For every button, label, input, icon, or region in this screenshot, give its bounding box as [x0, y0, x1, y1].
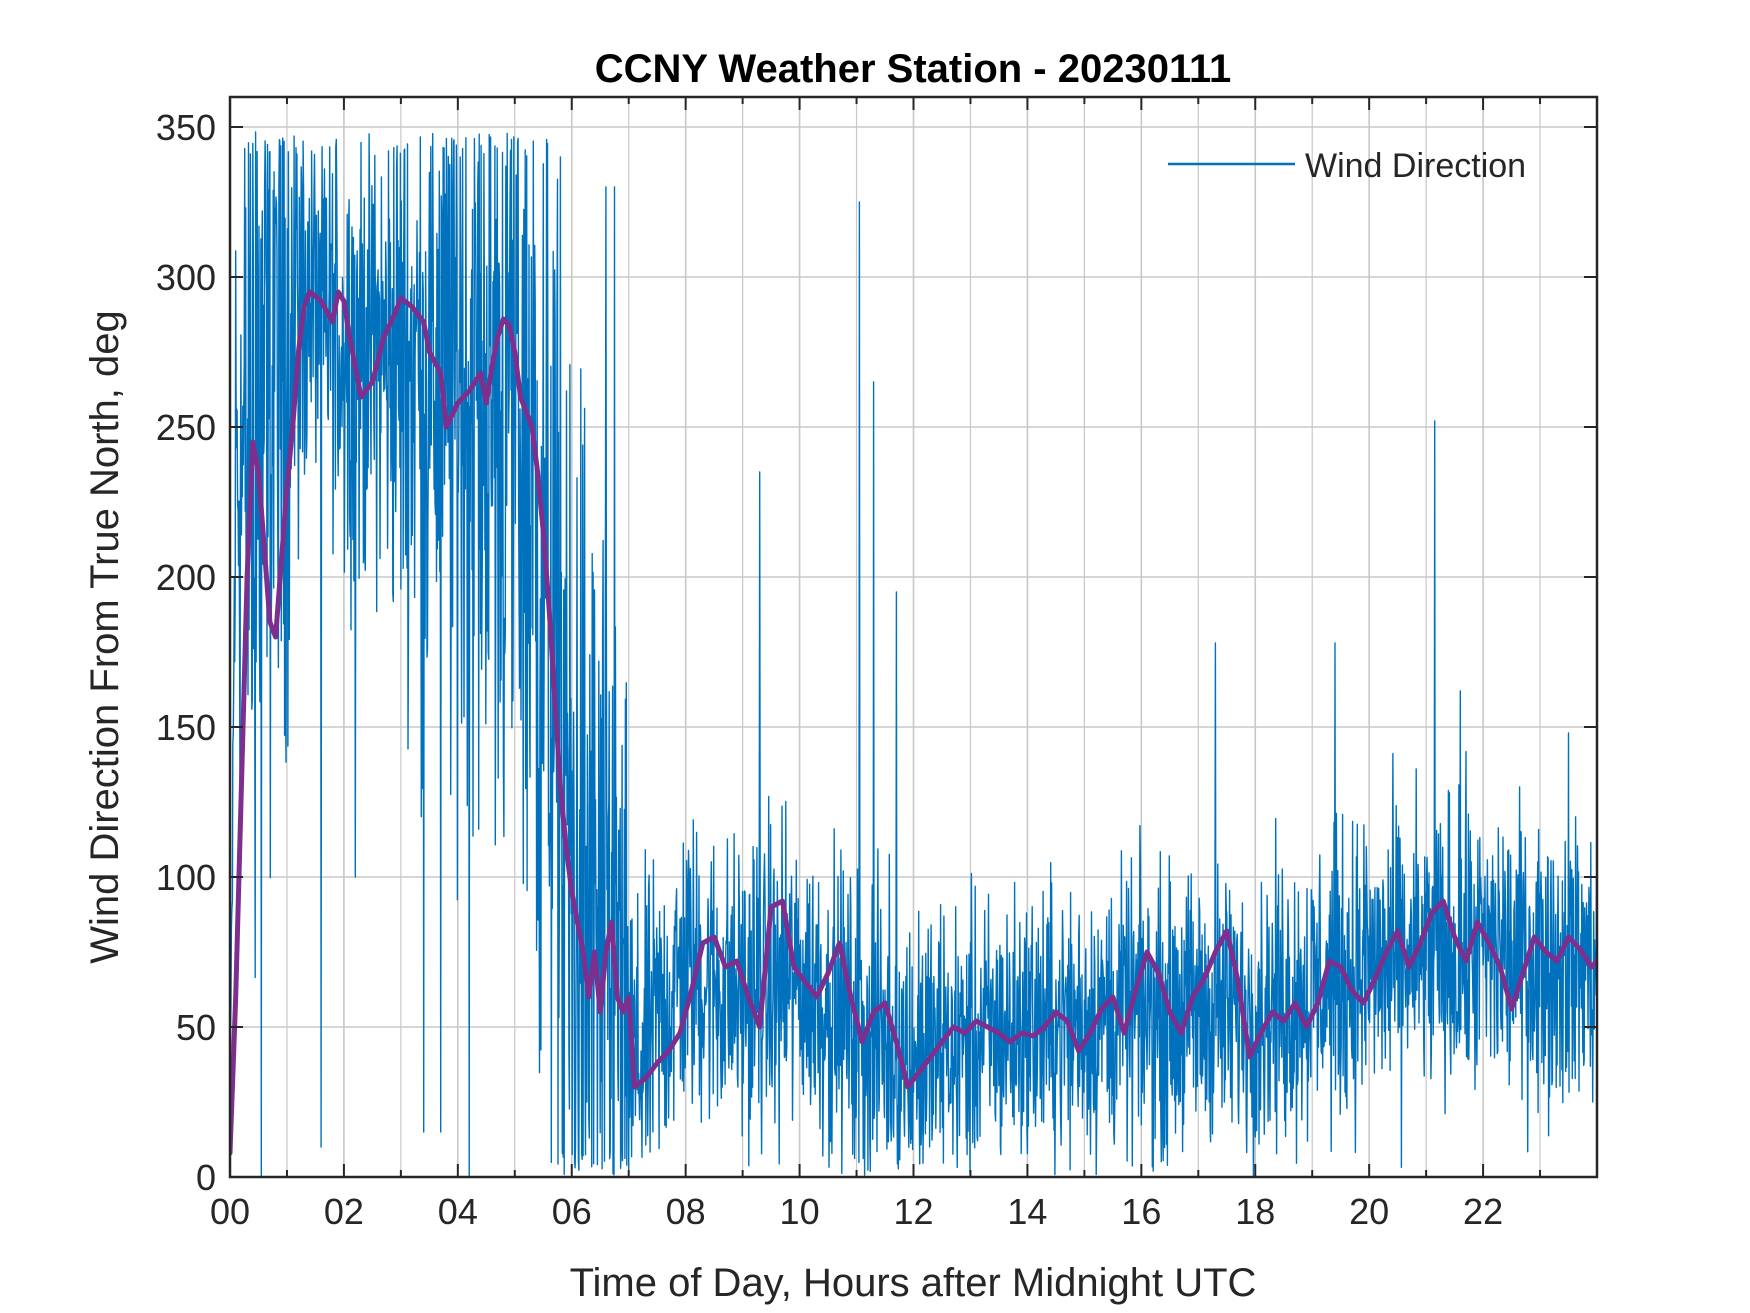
- y-tick-label: 300: [156, 257, 216, 298]
- x-tick-labels: 00 02 04 06 08 10 12 14 16 18 20 22: [210, 1191, 1503, 1232]
- x-tick-label: 06: [552, 1191, 592, 1232]
- series-wind-direction: [230, 131, 1597, 1177]
- y-axis-label: Wind Direction From True North, deg: [83, 310, 127, 964]
- y-tick-label: 50: [176, 1007, 216, 1048]
- x-tick-label: 20: [1349, 1191, 1389, 1232]
- x-tick-label: 08: [666, 1191, 706, 1232]
- y-tick-label: 150: [156, 707, 216, 748]
- y-tick-label: 250: [156, 407, 216, 448]
- chart-title: CCNY Weather Station - 20230111: [595, 47, 1232, 91]
- y-tick-label: 0: [196, 1157, 216, 1198]
- legend: Wind Direction: [1168, 147, 1526, 185]
- y-tick-label: 350: [156, 107, 216, 148]
- x-axis-label: Time of Day, Hours after Midnight UTC: [570, 1261, 1257, 1305]
- y-tick-label: 100: [156, 857, 216, 898]
- x-tick-label: 02: [324, 1191, 364, 1232]
- y-tick-labels: 0 50 100 150 200 250 300 350: [156, 107, 216, 1198]
- x-tick-label: 14: [1007, 1191, 1047, 1232]
- series-running-mean: [230, 289, 1597, 1156]
- running-mean-line: [230, 289, 1597, 1156]
- x-tick-label: 00: [210, 1191, 250, 1232]
- ticks: [229, 97, 1598, 1178]
- x-tick-label: 18: [1235, 1191, 1275, 1232]
- legend-label-wind-direction: Wind Direction: [1305, 147, 1526, 185]
- y-tick-label: 200: [156, 557, 216, 598]
- x-tick-label: 12: [893, 1191, 933, 1232]
- x-tick-label: 16: [1121, 1191, 1161, 1232]
- wind-direction-line: [230, 131, 1597, 1177]
- x-tick-label: 22: [1463, 1191, 1503, 1232]
- x-tick-label: 04: [438, 1191, 478, 1232]
- x-tick-label: 10: [780, 1191, 820, 1232]
